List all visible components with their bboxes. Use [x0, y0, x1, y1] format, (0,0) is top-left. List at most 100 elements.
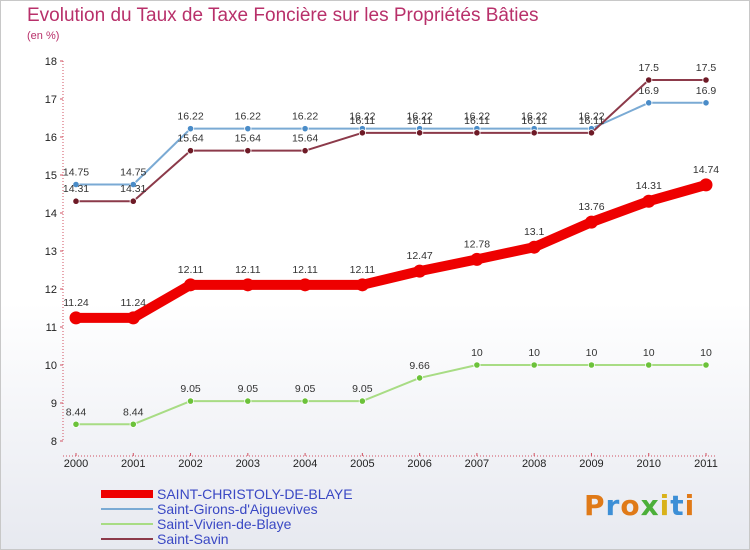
series-saint-vivien-de-blaye: 8.44 8.44 9.05 9.05 9.05 9.05 9.66 10 10 10 10 10 [66, 347, 712, 428]
data-point [301, 397, 309, 405]
y-tick-label: 10 [45, 360, 57, 372]
data-point [244, 125, 252, 133]
data-point [587, 361, 596, 369]
data-label: 9.05 [238, 383, 259, 395]
y-tick-label: 11 [46, 322, 57, 334]
logo-letter: x [640, 489, 660, 522]
data-label: 16.11 [521, 115, 547, 127]
y-tick-label: 18 [45, 56, 57, 68]
x-tick-label: 2009 [579, 458, 603, 470]
x-tick-label: 2001 [121, 458, 145, 470]
series-line [71, 179, 711, 323]
logo-letter: i [659, 489, 671, 522]
data-label: 16.11 [350, 115, 376, 127]
data-label: 16.9 [696, 85, 717, 97]
data-point [186, 147, 195, 155]
data-label: 11.24 [121, 297, 147, 309]
legend-label: Saint-Vivien-de-Blaye [157, 516, 292, 532]
data-label: 9.66 [409, 360, 430, 372]
y-tick-label: 17 [45, 94, 57, 106]
data-label: 12.47 [406, 250, 432, 262]
data-point [645, 99, 653, 107]
x-tick-label: 2010 [636, 458, 660, 470]
data-label: 16.22 [406, 111, 432, 123]
data-label: 10 [643, 347, 655, 359]
data-point [473, 129, 481, 137]
data-label: 15.64 [177, 133, 203, 145]
x-tick-label: 2011 [694, 458, 718, 470]
data-point [702, 99, 710, 107]
data-point [129, 180, 137, 189]
data-label: 13.1 [524, 226, 545, 238]
data-label: 15.64 [235, 133, 261, 145]
series-saint-girons-d-aiguevives: 14.75 14.75 16.22 16.22 16.22 16.22 16.22 16.22… [63, 85, 717, 189]
data-point [358, 129, 366, 137]
data-label: 14.75 [63, 167, 89, 179]
data-label: 14.31 [63, 183, 89, 195]
data-point [527, 240, 541, 254]
y-axis-unit-label: (en %) [27, 30, 60, 42]
data-label: 12.11 [292, 264, 318, 276]
data-label: 16.22 [464, 111, 490, 123]
data-label: 11.24 [63, 297, 89, 309]
data-label: 16.11 [579, 115, 605, 127]
data-label: 17.5 [639, 62, 660, 74]
data-label: 8.44 [123, 406, 144, 418]
data-label: 14.74 [693, 164, 719, 176]
legend-swatch [101, 508, 153, 510]
x-tick-label: 2002 [178, 458, 202, 470]
y-tick-label: 16 [45, 132, 57, 144]
legend-swatch [101, 523, 153, 525]
data-point [702, 76, 710, 84]
legend-label: SAINT-CHRISTOLY-DE-BLAYE [157, 486, 353, 502]
data-label: 14.31 [120, 183, 146, 195]
data-label: 17.5 [696, 62, 717, 74]
data-label: 14.31 [636, 180, 662, 192]
data-point [72, 180, 80, 189]
data-label: 8.44 [66, 406, 87, 418]
data-label: 12.78 [464, 238, 490, 250]
data-label: 10 [471, 347, 483, 359]
data-point [642, 194, 656, 208]
data-label: 9.05 [352, 383, 373, 395]
y-tick-label: 8 [51, 436, 57, 448]
data-label: 10 [700, 347, 712, 359]
data-label: 13.76 [578, 201, 604, 213]
data-point [413, 264, 427, 278]
data-label: 15.64 [292, 133, 318, 145]
data-point [184, 278, 198, 292]
series-line [75, 364, 707, 426]
data-point [298, 278, 312, 292]
data-point [645, 76, 653, 84]
data-point [530, 129, 538, 137]
data-point [72, 197, 80, 205]
data-label: 10 [528, 347, 540, 359]
data-point [702, 361, 710, 369]
data-point [301, 125, 309, 133]
data-point [470, 252, 484, 266]
y-tick-label: 14 [45, 208, 57, 220]
x-tick-label: 2003 [236, 458, 260, 470]
legend-swatch [101, 490, 153, 498]
data-point [355, 278, 369, 292]
data-point [645, 361, 653, 369]
data-label: 16.22 [292, 111, 318, 123]
data-label: 16.22 [235, 111, 261, 123]
data-label: 16.22 [349, 111, 375, 123]
data-point [241, 278, 255, 292]
chart-title: Evolution du Taux de Taxe Foncière sur l… [27, 5, 539, 26]
x-tick-label: 2007 [465, 458, 489, 470]
data-point [587, 129, 596, 137]
data-point [416, 374, 424, 382]
x-tick-label: 2005 [350, 458, 374, 470]
data-label: 14.75 [120, 167, 146, 179]
data-point [244, 147, 252, 155]
data-point [129, 197, 137, 205]
data-label: 16.9 [639, 85, 660, 97]
data-point [72, 420, 80, 428]
legend-swatch [101, 538, 153, 540]
data-label: 16.22 [521, 111, 547, 123]
data-label: 9.05 [180, 383, 201, 395]
proxiti-logo: Proxiti [584, 489, 695, 522]
